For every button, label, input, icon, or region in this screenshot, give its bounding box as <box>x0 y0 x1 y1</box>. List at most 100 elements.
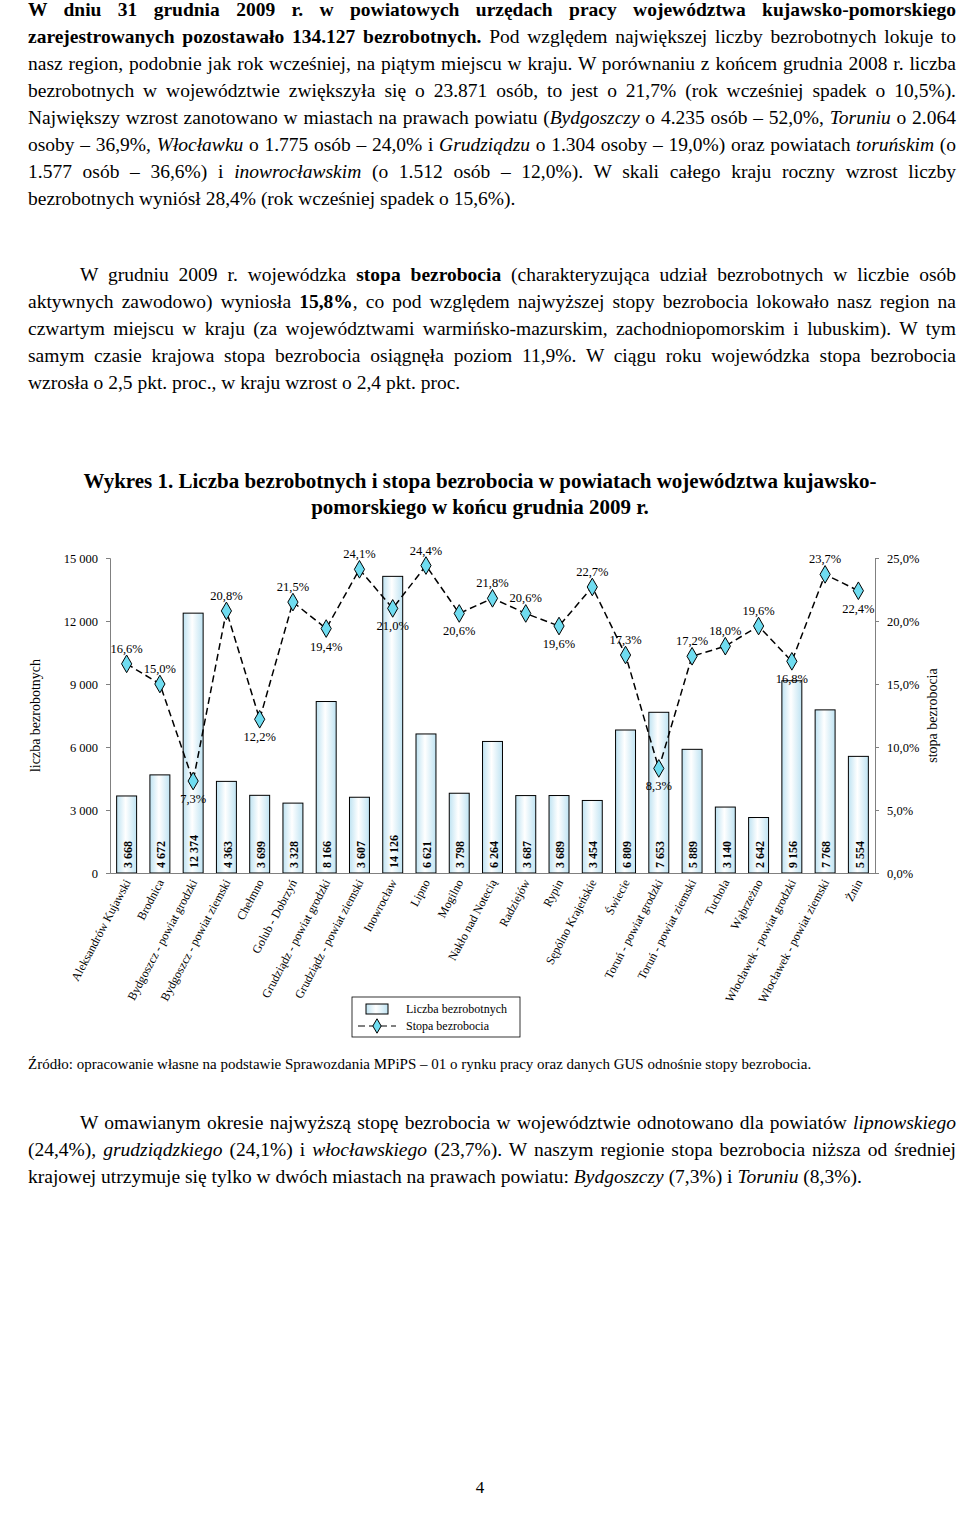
tick-label: Bydgoszcz - powiat ziemski <box>157 876 233 1003</box>
tick: Sępólno Krajeńskie <box>543 877 600 967</box>
tick: Toruń - powiat grodzki <box>601 876 666 981</box>
tick-label: 3 000 <box>70 804 98 818</box>
data-label: 12 374 <box>187 835 201 868</box>
tick-mark <box>875 810 879 811</box>
marker <box>188 772 198 790</box>
bar <box>349 797 369 873</box>
data-label: 20,6% <box>443 624 475 638</box>
bar <box>782 681 802 873</box>
bar <box>316 702 336 873</box>
legend-box <box>352 997 520 1037</box>
tick: Bydgoszcz - powiat ziemski <box>157 876 233 1003</box>
page-number: 4 <box>0 1478 960 1498</box>
text-run: Bydgoszczy <box>550 107 640 128</box>
data-label: 17,3% <box>609 633 641 647</box>
source-note: Źródło: opracowanie własne na podstawie … <box>28 1054 956 1074</box>
data-label: 3 687 <box>520 841 534 868</box>
tick-label: 6 000 <box>70 741 98 755</box>
data-label: 16,8% <box>776 672 808 686</box>
data-label: 9 156 <box>786 841 800 868</box>
tick: 25,0% <box>875 552 919 566</box>
marker <box>155 675 165 693</box>
tick-label: Żnin <box>842 877 865 904</box>
data-label: 3 798 <box>453 841 467 868</box>
paragraph: W omawianym okresie najwyższą stopę bezr… <box>28 1109 956 1190</box>
tick-label: Rypin <box>540 877 566 909</box>
paragraph: W dniu 31 grudnia 2009 r. w powiatowych … <box>28 0 956 212</box>
text-run: (24,1%) i <box>222 1139 312 1160</box>
tick: 5,0% <box>875 804 913 818</box>
bar <box>582 800 602 873</box>
data-label: 12,2% <box>244 730 276 744</box>
marker <box>321 620 331 638</box>
tick-label: Toruń - powiat ziemski <box>634 876 699 982</box>
data-label: 7 768 <box>819 841 833 868</box>
tick: 15,0% <box>875 678 919 692</box>
tick: 12 000 <box>64 615 110 629</box>
tick-label: 12 000 <box>64 615 98 629</box>
data-label: 22,4% <box>842 602 874 616</box>
marker <box>288 593 298 611</box>
tick-label: Włocławek - powiat ziemski <box>755 876 832 1005</box>
bar <box>150 775 170 873</box>
data-label: 2 642 <box>753 841 767 868</box>
data-label: 24,4% <box>410 544 442 558</box>
data-labels: 3 6684 67212 3744 3633 6993 3288 1663 60… <box>110 544 874 868</box>
bar <box>749 818 769 873</box>
tick-label: Wąbrzeżno <box>728 877 766 932</box>
bar <box>616 730 636 873</box>
tick-label: Nakło nad Notecią <box>445 876 500 963</box>
chart: 0 3 000 6 000 9 000 12 000 15 000 0,0% 5,0% 10,0… <box>0 535 960 1047</box>
tick-label: Grudziądz - powiat ziemski <box>292 876 367 1001</box>
text-run: Włocławku <box>157 134 244 155</box>
y2-axis: 0,0%5,0%10,0%15,0%20,0%25,0% <box>875 552 919 881</box>
bar <box>483 741 503 873</box>
tick: Mogilno <box>435 877 467 920</box>
tick: Chełmno <box>234 877 267 922</box>
data-label: 3 607 <box>354 841 368 868</box>
chart-title: Wykres 1. Liczba bezrobotnych i stopa be… <box>70 468 890 520</box>
data-label: 21,8% <box>476 576 508 590</box>
tick: 15 000 <box>64 552 110 566</box>
data-label: 22,7% <box>576 565 608 579</box>
marker <box>388 600 398 618</box>
tick: 0 <box>92 867 110 881</box>
axis-line <box>106 559 111 874</box>
legend: Liczba bezrobotnychStopa bezrobocia <box>352 997 520 1037</box>
data-label: 19,6% <box>543 637 575 651</box>
data-label: 21,0% <box>377 619 409 633</box>
data-label: 3 454 <box>586 841 600 868</box>
tick-label: Tuchola <box>702 876 733 918</box>
text-run: o 4.235 osób – 52,0%, <box>640 107 830 128</box>
data-label: 23,7% <box>809 552 841 566</box>
tick: Włocławek - powiat ziemski <box>755 876 832 1005</box>
axis-title: liczba bezrobotnych <box>28 659 43 772</box>
data-label: 6 621 <box>420 841 434 868</box>
data-label: 18,0% <box>709 624 741 638</box>
tick-label: Aleksandrów Kujawski <box>68 876 134 983</box>
tick: Świecie <box>602 877 632 917</box>
text-run: (8,3%). <box>798 1166 861 1187</box>
marker <box>487 589 497 607</box>
tick: Wąbrzeżno <box>728 877 766 932</box>
tick: Grudziądz - powiat ziemski <box>292 876 367 1001</box>
data-label: 21,5% <box>277 580 309 594</box>
tick-label: 5,0% <box>887 804 913 818</box>
text-run: Grudziądzu <box>439 134 530 155</box>
tick-label: 9 000 <box>70 678 98 692</box>
axis-title: stopa bezrobocia <box>925 667 940 762</box>
text-run: W omawianym okresie najwyższą stopę bezr… <box>80 1112 853 1133</box>
data-label: 15,0% <box>144 662 176 676</box>
data-label: 24,1% <box>343 547 375 561</box>
tick-label: 0,0% <box>887 867 913 881</box>
tick-mark <box>106 747 110 748</box>
tick-label: 25,0% <box>887 552 919 566</box>
tick: 10,0% <box>875 741 919 755</box>
tick: Aleksandrów Kujawski <box>68 876 134 983</box>
tick-label: Inowrocław <box>361 877 400 934</box>
tick: Rypin <box>540 877 566 909</box>
tick-label: Chełmno <box>234 877 267 922</box>
axis-line <box>111 873 876 874</box>
tick-mark <box>106 684 110 685</box>
data-label: 20,6% <box>510 591 542 605</box>
